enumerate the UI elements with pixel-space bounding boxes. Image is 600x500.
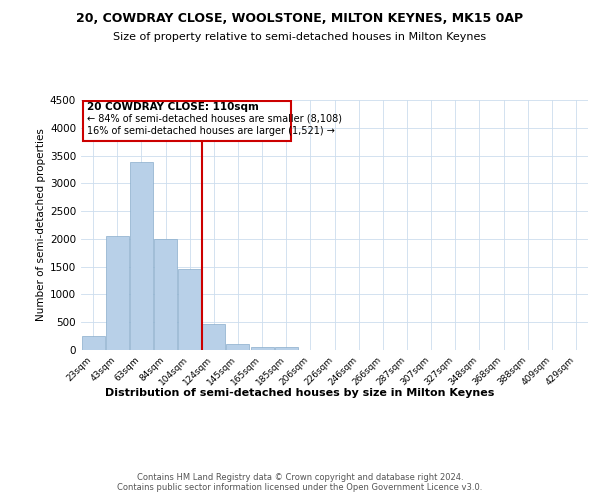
- Bar: [82, 336, 104, 350]
- Text: ← 84% of semi-detached houses are smaller (8,108): ← 84% of semi-detached houses are smalle…: [87, 114, 342, 124]
- Bar: [178, 270, 201, 350]
- Bar: [154, 239, 177, 350]
- Text: 20 COWDRAY CLOSE: 110sqm: 20 COWDRAY CLOSE: 110sqm: [87, 102, 259, 112]
- Text: Size of property relative to semi-detached houses in Milton Keynes: Size of property relative to semi-detach…: [113, 32, 487, 42]
- Bar: [130, 162, 153, 350]
- Bar: [106, 236, 128, 350]
- Text: Contains HM Land Registry data © Crown copyright and database right 2024.
Contai: Contains HM Land Registry data © Crown c…: [118, 472, 482, 492]
- Text: 20, COWDRAY CLOSE, WOOLSTONE, MILTON KEYNES, MK15 0AP: 20, COWDRAY CLOSE, WOOLSTONE, MILTON KEY…: [76, 12, 524, 26]
- Bar: [83, 100, 291, 141]
- Text: Distribution of semi-detached houses by size in Milton Keynes: Distribution of semi-detached houses by …: [106, 388, 494, 398]
- Bar: [226, 344, 250, 350]
- Bar: [275, 347, 298, 350]
- Bar: [251, 346, 274, 350]
- Text: 16% of semi-detached houses are larger (1,521) →: 16% of semi-detached houses are larger (…: [87, 126, 335, 136]
- Y-axis label: Number of semi-detached properties: Number of semi-detached properties: [36, 128, 46, 322]
- Bar: [202, 324, 225, 350]
